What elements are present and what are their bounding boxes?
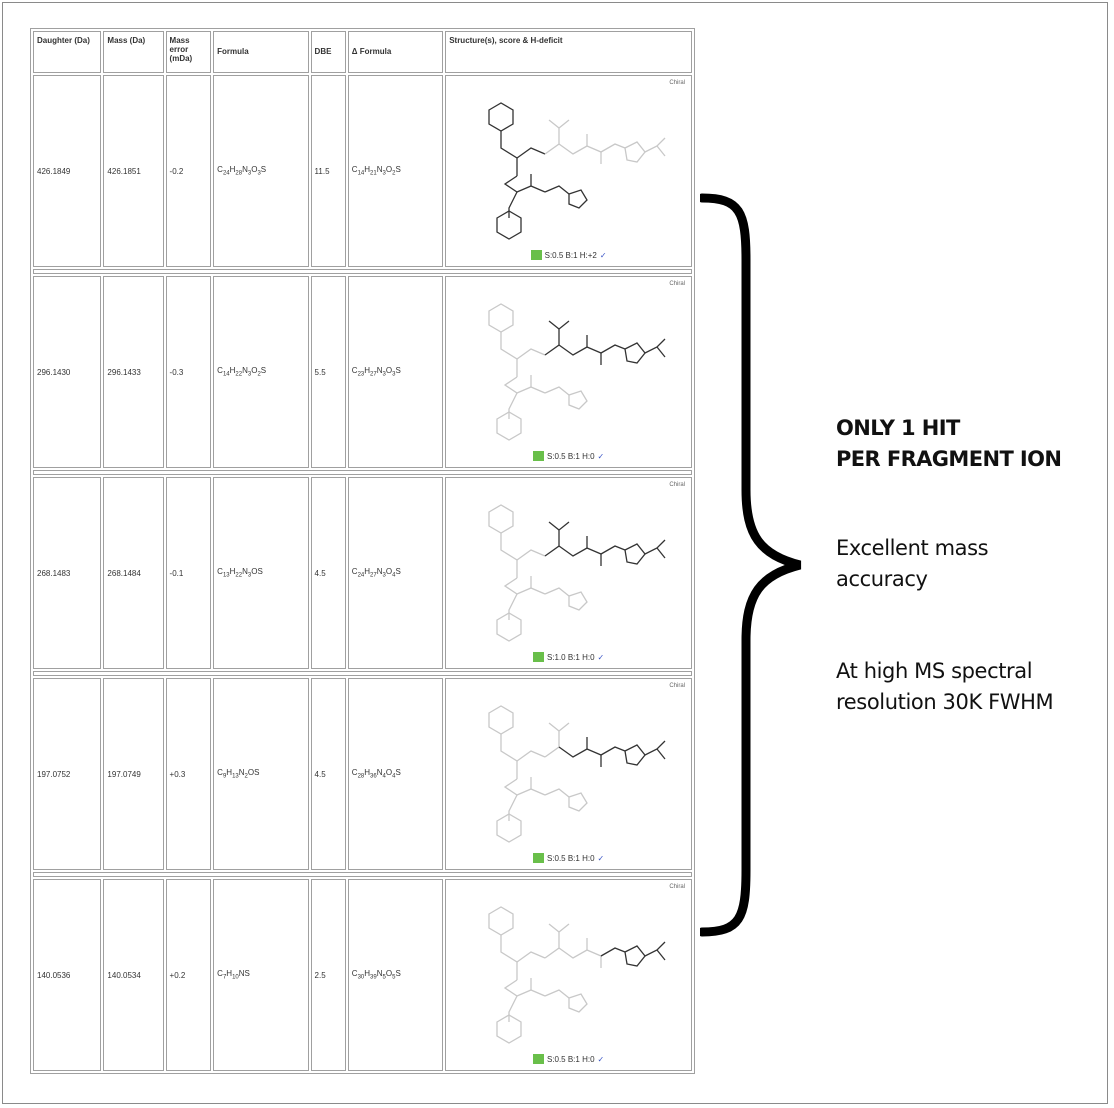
note-line-3: At high MS spectral xyxy=(836,659,1033,683)
molecule-structure xyxy=(487,705,666,843)
table-row: 140.0536 140.0534 +0.2 C7H10NS 2.5 C30H39N5O5… xyxy=(33,879,692,1071)
mass-cell: 426.1851 xyxy=(103,75,164,267)
daughter-cell: 426.1849 xyxy=(33,75,102,267)
mass-error-cell: -0.2 xyxy=(165,75,212,267)
score-square-icon xyxy=(532,853,544,863)
headline-line-2: PER FRAGMENT ION xyxy=(836,447,1062,471)
dbe-cell: 2.5 xyxy=(310,879,346,1071)
daughter-cell: 268.1483 xyxy=(33,477,102,669)
table-row: 268.1483 268.1484 -0.1 C13H22N3OS 4.5 C24H27N… xyxy=(33,477,692,669)
separator-cell xyxy=(33,269,692,274)
note-line-2: accuracy xyxy=(836,567,928,591)
separator-cell xyxy=(33,470,692,475)
mass-cell: 140.0534 xyxy=(103,879,164,1071)
delta-formula-cell: C28H36N4O4S xyxy=(347,678,444,870)
chiral-label: Chiral xyxy=(669,281,685,287)
score-square-icon xyxy=(532,1054,544,1064)
dbe-cell: 4.5 xyxy=(310,477,346,669)
mass-error-cell: -0.1 xyxy=(165,477,212,669)
mass-cell: 268.1484 xyxy=(103,477,164,669)
fragment-table-container: Daughter (Da) Mass (Da) Mass error (mDa)… xyxy=(30,28,695,1106)
headline: ONLY 1 HIT PER FRAGMENT ION xyxy=(836,413,1062,475)
score-line: S:0.5 B:1 H:0 ✓ xyxy=(446,1054,691,1064)
mass-cell: 296.1433 xyxy=(103,276,164,468)
chiral-label: Chiral xyxy=(669,683,685,689)
fragment-table: Daughter (Da) Mass (Da) Mass error (mDa)… xyxy=(30,28,695,1074)
structure-cell: Chiral S:0.5 B:1 H:0 ✓ xyxy=(445,276,692,468)
mass-error-cell: +0.3 xyxy=(165,678,212,870)
delta-formula-cell: C30H39N5O5S xyxy=(347,879,444,1071)
dbe-cell: 5.5 xyxy=(310,276,346,468)
score-square-icon xyxy=(532,652,544,662)
row-separator xyxy=(33,470,692,475)
daughter-cell: 197.0752 xyxy=(33,678,102,870)
row-separator xyxy=(33,872,692,877)
header-mass-error: Mass error (mDa) xyxy=(165,31,212,73)
score-line: S:0.5 B:1 H:0 ✓ xyxy=(446,451,691,461)
structure-cell: Chiral S:1.0 B:1 H:0 ✓ xyxy=(445,477,692,669)
score-text: S:0.5 B:1 H:0 xyxy=(546,452,595,461)
structure-cell: Chiral S:0.5 B:1 H:+2 ✓ xyxy=(445,75,692,267)
headline-line-1: ONLY 1 HIT xyxy=(836,416,960,440)
formula-cell: C13H22N3OS xyxy=(213,477,309,669)
score-text: S:1.0 B:1 H:0 xyxy=(546,653,595,662)
molecule-structure xyxy=(487,303,666,441)
formula-cell: C9H13N2OS xyxy=(213,678,309,870)
score-text: S:0.5 B:1 H:0 xyxy=(546,1055,595,1064)
daughter-cell: 140.0536 xyxy=(33,879,102,1071)
mass-accuracy-note: Excellent mass accuracy xyxy=(836,533,989,595)
mass-cell: 197.0749 xyxy=(103,678,164,870)
resolution-note: At high MS spectral resolution 30K FWHM xyxy=(836,656,1054,718)
formula-cell: C24H28N3O3S xyxy=(213,75,309,267)
score-text: S:0.5 B:1 H:+2 xyxy=(544,251,597,260)
table-row: 197.0752 197.0749 +0.3 C9H13N2OS 4.5 C28H36N4… xyxy=(33,678,692,870)
mass-error-cell: +0.2 xyxy=(165,879,212,1071)
check-mark-icon[interactable]: ✓ xyxy=(597,1055,605,1064)
dbe-cell: 11.5 xyxy=(310,75,346,267)
check-mark-icon[interactable]: ✓ xyxy=(597,854,605,863)
header-mass: Mass (Da) xyxy=(103,31,164,73)
chiral-label: Chiral xyxy=(669,80,685,86)
formula-cell: C7H10NS xyxy=(213,879,309,1071)
chiral-label: Chiral xyxy=(669,482,685,488)
separator-cell xyxy=(33,671,692,676)
table-row: 426.1849 426.1851 -0.2 C24H28N3O3S 11.5 C14H2… xyxy=(33,75,692,267)
curly-brace xyxy=(700,193,802,937)
delta-formula-cell: C23H27N3O3S xyxy=(347,276,444,468)
header-daughter: Daughter (Da) xyxy=(33,31,102,73)
check-mark-icon[interactable]: ✓ xyxy=(597,452,605,461)
check-mark-icon[interactable]: ✓ xyxy=(599,251,607,260)
dbe-cell: 4.5 xyxy=(310,678,346,870)
header-delta-formula: Δ Formula xyxy=(347,31,444,73)
delta-formula-cell: C14H21N3O2S xyxy=(347,75,444,267)
separator-cell xyxy=(33,872,692,877)
table-row: 296.1430 296.1433 -0.3 C14H22N3O2S 5.5 C23H27… xyxy=(33,276,692,468)
delta-formula-cell: C24H27N3O4S xyxy=(347,477,444,669)
header-structure: Structure(s), score & H-deficit xyxy=(445,31,692,73)
header-dbe: DBE xyxy=(310,31,346,73)
row-separator xyxy=(33,269,692,274)
score-square-icon xyxy=(530,250,542,260)
chiral-label: Chiral xyxy=(669,884,685,890)
header-row: Daughter (Da) Mass (Da) Mass error (mDa)… xyxy=(33,31,692,73)
daughter-cell: 296.1430 xyxy=(33,276,102,468)
molecule-structure xyxy=(487,504,666,642)
molecule-structure xyxy=(487,906,666,1044)
score-square-icon xyxy=(532,451,544,461)
formula-cell: C14H22N3O2S xyxy=(213,276,309,468)
note-line-4: resolution 30K FWHM xyxy=(836,690,1054,714)
check-mark-icon[interactable]: ✓ xyxy=(597,653,605,662)
note-line-1: Excellent mass xyxy=(836,536,989,560)
score-line: S:1.0 B:1 H:0 ✓ xyxy=(446,652,691,662)
mass-error-cell: -0.3 xyxy=(165,276,212,468)
row-separator xyxy=(33,671,692,676)
score-line: S:0.5 B:1 H:+2 ✓ xyxy=(446,250,691,260)
molecule-structure xyxy=(487,102,666,240)
structure-cell: Chiral S:0.5 B:1 H:0 ✓ xyxy=(445,678,692,870)
score-line: S:0.5 B:1 H:0 ✓ xyxy=(446,853,691,863)
score-text: S:0.5 B:1 H:0 xyxy=(546,854,595,863)
structure-cell: Chiral S:0.5 B:1 H:0 ✓ xyxy=(445,879,692,1071)
header-formula: Formula xyxy=(213,31,309,73)
